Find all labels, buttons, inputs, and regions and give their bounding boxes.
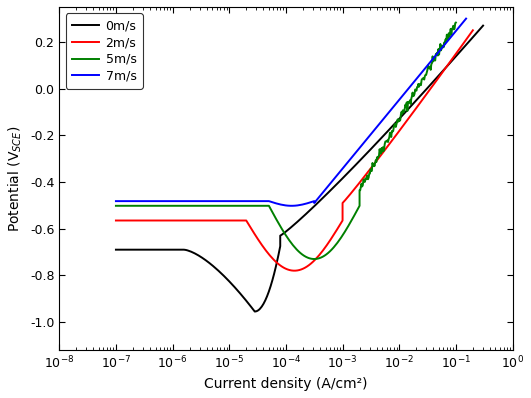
Y-axis label: Potential (V$_{SCE}$): Potential (V$_{SCE}$) [7,125,24,232]
7m/s [344,160,350,165]
2m/s [113,218,119,223]
2m/s [226,218,233,223]
Line: 5m/s: 5m/s [116,23,456,259]
0m/s [113,247,119,252]
0m/s [350,165,357,170]
5m/s [306,256,313,261]
0m/s [255,308,261,313]
5m/s [113,203,119,208]
7m/s [287,203,294,208]
7m/s [246,199,252,203]
2m/s [441,68,447,73]
2m/s [435,75,442,80]
7m/s [437,48,443,53]
0m/s [480,23,486,28]
Line: 0m/s: 0m/s [116,25,483,312]
0m/s [252,309,259,314]
5m/s [398,109,405,114]
2m/s [290,268,297,273]
0m/s [252,309,258,314]
5m/s [269,210,276,215]
0m/s [303,212,309,217]
Legend: 0m/s, 2m/s, 5m/s, 7m/s: 0m/s, 2m/s, 5m/s, 7m/s [65,13,143,89]
2m/s [426,88,433,93]
5m/s [453,20,459,25]
7m/s [113,199,119,203]
7m/s [424,63,431,68]
5m/s [379,149,386,154]
0m/s [160,247,166,252]
5m/s [135,203,141,208]
5m/s [203,203,210,208]
2m/s [470,28,476,33]
X-axis label: Current density (A/cm²): Current density (A/cm²) [204,377,367,391]
Line: 7m/s: 7m/s [116,19,466,206]
Line: 2m/s: 2m/s [116,30,473,271]
7m/s [432,53,439,58]
5m/s [310,257,316,261]
2m/s [337,221,344,226]
7m/s [255,199,261,203]
0m/s [465,41,471,45]
2m/s [234,218,240,223]
7m/s [463,16,469,21]
